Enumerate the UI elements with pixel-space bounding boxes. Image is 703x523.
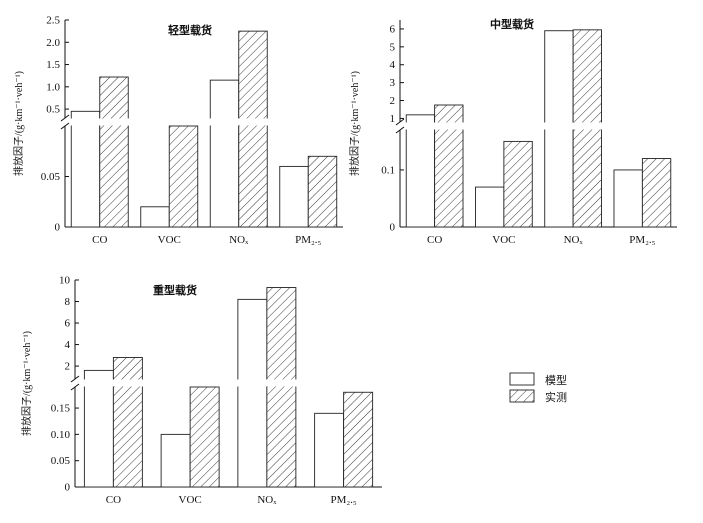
bar-measured — [189, 386, 220, 488]
x-tick-label: PM₂.₅ — [330, 494, 356, 506]
bar-break-gap — [265, 379, 297, 387]
y-axis-label: 排放因子/(g·km⁻¹·veh⁻¹) — [12, 71, 25, 176]
bar-model — [475, 186, 505, 228]
bar-model — [83, 369, 114, 488]
bar-break-gap — [572, 122, 603, 130]
y-tick-label: 4 — [65, 339, 71, 351]
y-tick-label: 4 — [390, 59, 396, 71]
x-tick-label: CO — [92, 234, 107, 246]
chart-title: 轻型载货 — [168, 23, 212, 37]
axis-break-mark-top — [60, 114, 70, 122]
y-tick-label: 2.5 — [46, 15, 60, 27]
y-tick-label: 0.5 — [46, 104, 60, 116]
chart-title: 中型载货 — [490, 17, 534, 31]
y-axis-label: 排放因子/(g·km⁻¹·veh⁻¹) — [348, 71, 361, 176]
legend-swatch-model — [509, 372, 535, 386]
bar-measured — [168, 125, 199, 228]
bar-measured — [238, 30, 268, 228]
bar-model — [613, 169, 643, 228]
bar-break-gap — [98, 118, 130, 126]
bar-measured — [99, 76, 129, 228]
bar-break-gap — [112, 379, 144, 387]
x-tick-label: VOC — [158, 234, 181, 246]
bar-model — [209, 79, 240, 228]
bar-break-gap — [236, 379, 268, 387]
y-tick-label: 6 — [390, 23, 396, 35]
bar-measured — [641, 158, 672, 228]
chart-title: 重型载货 — [153, 283, 197, 297]
y-tick-label: 1.5 — [46, 59, 60, 71]
y-tick-label: 2 — [390, 95, 396, 107]
x-tick-label: CO — [427, 234, 442, 246]
y-tick-label: 5 — [390, 41, 396, 53]
y-tick-label: 0.1 — [381, 164, 395, 176]
bar-model — [237, 298, 268, 488]
bar-measured — [307, 155, 338, 228]
bar-break-gap — [405, 122, 436, 130]
legend-label-measured: 实测 — [545, 390, 567, 404]
y-tick-label: 10 — [59, 275, 71, 287]
bar-measured — [112, 357, 143, 488]
y-tick-label: 6 — [65, 318, 71, 330]
y-tick-label: 8 — [65, 296, 71, 308]
bar-break-gap — [433, 122, 465, 130]
y-tick-label: 0.05 — [51, 455, 71, 467]
x-tick-label: NOₓ — [564, 234, 584, 246]
x-tick-label: VOC — [492, 234, 515, 246]
bar-break-gap — [83, 379, 115, 387]
axis-break-mark-top — [395, 118, 405, 126]
bar-model — [405, 114, 436, 228]
y-tick-label: 2 — [65, 361, 71, 373]
bar-model — [70, 110, 101, 228]
bar-break-gap — [209, 118, 240, 126]
axis-break-mark-bottom — [60, 122, 70, 130]
y-tick-label: 0 — [65, 482, 71, 494]
y-tick-label: 2.0 — [46, 37, 60, 49]
y-tick-label: 0 — [55, 222, 61, 234]
legend-label-model: 模型 — [545, 373, 567, 387]
axis-break-mark-bottom — [395, 126, 405, 134]
x-tick-label: NOₓ — [229, 234, 249, 246]
legend: 模型 实测 — [509, 372, 567, 404]
bar-measured — [503, 140, 533, 228]
y-tick-label: 0 — [390, 222, 396, 234]
axis-break-mark-top — [70, 375, 80, 383]
x-tick-label: NOₓ — [257, 494, 277, 506]
bar-measured — [343, 391, 374, 488]
axis-break-mark-bottom — [70, 383, 80, 391]
y-tick-label: 0.05 — [41, 171, 61, 183]
y-axis-label: 排放因子/(g·km⁻¹·veh⁻¹) — [20, 331, 33, 436]
y-tick-label: 0.15 — [51, 403, 71, 415]
legend-swatch-measured — [509, 389, 535, 403]
bar-break-gap — [70, 118, 101, 126]
x-tick-label: CO — [106, 494, 121, 506]
bar-model — [160, 433, 191, 488]
bar-break-gap — [543, 122, 575, 130]
y-tick-label: 3 — [390, 77, 396, 89]
bar-model — [279, 165, 309, 228]
x-tick-label: PM₂.₅ — [629, 234, 655, 246]
y-tick-label: 1 — [390, 113, 396, 125]
y-tick-label: 1.0 — [46, 81, 60, 93]
x-tick-label: VOC — [179, 494, 202, 506]
bar-model — [140, 206, 170, 228]
bar-model — [314, 412, 345, 488]
bar-break-gap — [237, 118, 269, 126]
x-tick-label: PM₂.₅ — [295, 234, 321, 246]
y-tick-label: 0.10 — [51, 429, 71, 441]
bar-measured — [266, 287, 297, 488]
